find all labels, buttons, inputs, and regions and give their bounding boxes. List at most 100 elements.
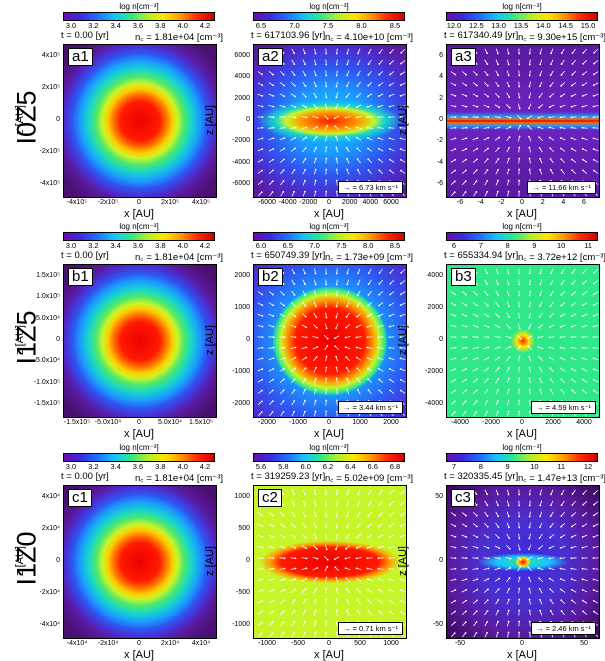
plot-area: a2→ = 6.73 km s⁻¹	[253, 44, 407, 198]
colorbar-tick: 6.5	[256, 21, 266, 30]
colorbar-tick: 4.2	[200, 462, 210, 471]
colorbar-tick: 3.8	[155, 21, 165, 30]
y-tick: -4x10⁵	[23, 180, 60, 187]
colorbar-title: log n[cm⁻³]	[63, 443, 215, 452]
x-axis-label: x [AU]	[507, 428, 537, 440]
x-tick: 4000	[576, 419, 592, 426]
x-tick: -2	[498, 199, 504, 206]
x-tick: 0	[327, 199, 331, 206]
time-label: t = 617340.49 [yr]	[444, 30, 518, 41]
x-tick: 0	[327, 640, 331, 647]
colorbar-tick: 6.4	[345, 462, 355, 471]
x-tick: 4x10⁴	[192, 640, 210, 647]
x-tick: -4000	[279, 199, 297, 206]
x-tick: -500	[291, 640, 305, 647]
y-tick: -1000	[213, 368, 250, 375]
colorbar-tick: 3.6	[133, 21, 143, 30]
y-tick: 500	[213, 525, 250, 532]
x-tick: -2000	[299, 199, 317, 206]
colorbar-tick: 3.0	[66, 21, 76, 30]
colorbar-tick: 3.4	[110, 241, 120, 250]
colorbar	[63, 232, 215, 241]
colorbar-tick: 6.0	[300, 462, 310, 471]
x-tick: 4000	[363, 199, 379, 206]
x-tick: 2000	[342, 199, 358, 206]
colorbar-tick: 3.8	[155, 241, 165, 250]
colorbar-tick: 4.0	[177, 21, 187, 30]
colorbar-tick: 13.5	[514, 21, 529, 30]
colorbar-tick: 6.6	[367, 462, 377, 471]
y-tick: -2000	[406, 368, 443, 375]
time-label: t = 0.00 [yr]	[61, 30, 109, 41]
colorbar-tick: 9	[506, 462, 510, 471]
colorbar-tick: 7.0	[309, 241, 319, 250]
x-axis-label: x [AU]	[314, 649, 344, 661]
y-tick: -6	[406, 180, 443, 187]
x-tick: 1.5x10⁵	[189, 419, 213, 426]
y-tick: 6	[406, 52, 443, 59]
x-axis-label: x [AU]	[124, 428, 154, 440]
central-density-label: n꜀ = 4.10e+10 [cm⁻³]	[325, 30, 413, 43]
colorbar-tick: 3.6	[133, 462, 143, 471]
y-tick: 2000	[213, 95, 250, 102]
colorbar-tick: 6.2	[323, 462, 333, 471]
colorbar-tick: 5.8	[278, 462, 288, 471]
x-tick: 0	[137, 199, 141, 206]
x-tick: 5.0x10⁴	[158, 419, 182, 426]
colorbar-tick: 9	[532, 241, 536, 250]
velocity-field	[254, 486, 406, 638]
panel-label: c1	[68, 489, 92, 507]
y-axis-label: z [AU]	[14, 105, 26, 135]
x-tick: 1000	[352, 419, 368, 426]
time-label: t = 617103.96 [yr]	[251, 30, 325, 41]
x-tick: 2	[541, 199, 545, 206]
colorbar-tick: 3.6	[133, 241, 143, 250]
x-tick: -5.0x10⁴	[95, 419, 121, 426]
y-tick: -2x10⁵	[23, 148, 60, 155]
velocity-scale: → = 4.59 km s⁻¹	[531, 401, 596, 414]
y-tick: 1000	[213, 493, 250, 500]
colorbar-tick: 7.5	[336, 241, 346, 250]
density-map	[64, 45, 216, 197]
central-density-label: n꜀ = 1.47e+13 [cm⁻³]	[518, 471, 605, 484]
x-tick: -50	[455, 640, 465, 647]
y-tick: 6000	[213, 52, 250, 59]
x-tick: -2x10⁵	[98, 199, 118, 206]
y-tick: 0	[23, 116, 60, 123]
colorbar-title: log n[cm⁻³]	[253, 2, 405, 11]
x-tick: -1000	[258, 640, 276, 647]
colorbar-tick: 11	[584, 241, 592, 250]
central-density-label: n꜀ = 1.81e+04 [cm⁻³]	[135, 30, 223, 43]
x-axis-label: x [AU]	[124, 649, 154, 661]
panel-label: b3	[451, 268, 476, 286]
central-density-label: n꜀ = 5.02e+09 [cm⁻³]	[325, 471, 413, 484]
y-axis-label: z [AU]	[204, 325, 216, 355]
panel-label: a1	[68, 48, 93, 66]
y-axis-label: z [AU]	[204, 105, 216, 135]
colorbar-tick: 3.2	[88, 21, 98, 30]
x-tick: 6000	[383, 199, 399, 206]
colorbar-tick: 5.6	[256, 462, 266, 471]
x-tick: -6	[457, 199, 463, 206]
velocity-field	[447, 265, 599, 417]
plot-area: b3 → = 4.59 km s⁻¹	[446, 264, 600, 418]
y-tick: -2x10⁴	[23, 589, 60, 596]
colorbar	[63, 12, 215, 21]
x-tick: 6	[582, 199, 586, 206]
y-tick: 1.5x10⁵	[23, 272, 60, 279]
central-density-label: n꜀ = 1.81e+04 [cm⁻³]	[135, 250, 223, 263]
y-axis-label: z [AU]	[204, 546, 216, 576]
colorbar	[446, 232, 598, 241]
y-tick: 0	[406, 557, 443, 564]
y-tick: 0	[406, 336, 443, 343]
y-tick: 0	[213, 557, 250, 564]
colorbar-tick: 13.0	[491, 21, 506, 30]
plot-area: b1	[63, 264, 217, 418]
plot-area: c1	[63, 485, 217, 639]
x-tick: 50	[580, 640, 588, 647]
density-map	[64, 486, 216, 638]
colorbar	[446, 12, 598, 21]
y-tick: 2000	[406, 304, 443, 311]
x-tick: 0	[137, 640, 141, 647]
y-tick: -2000	[213, 400, 250, 407]
